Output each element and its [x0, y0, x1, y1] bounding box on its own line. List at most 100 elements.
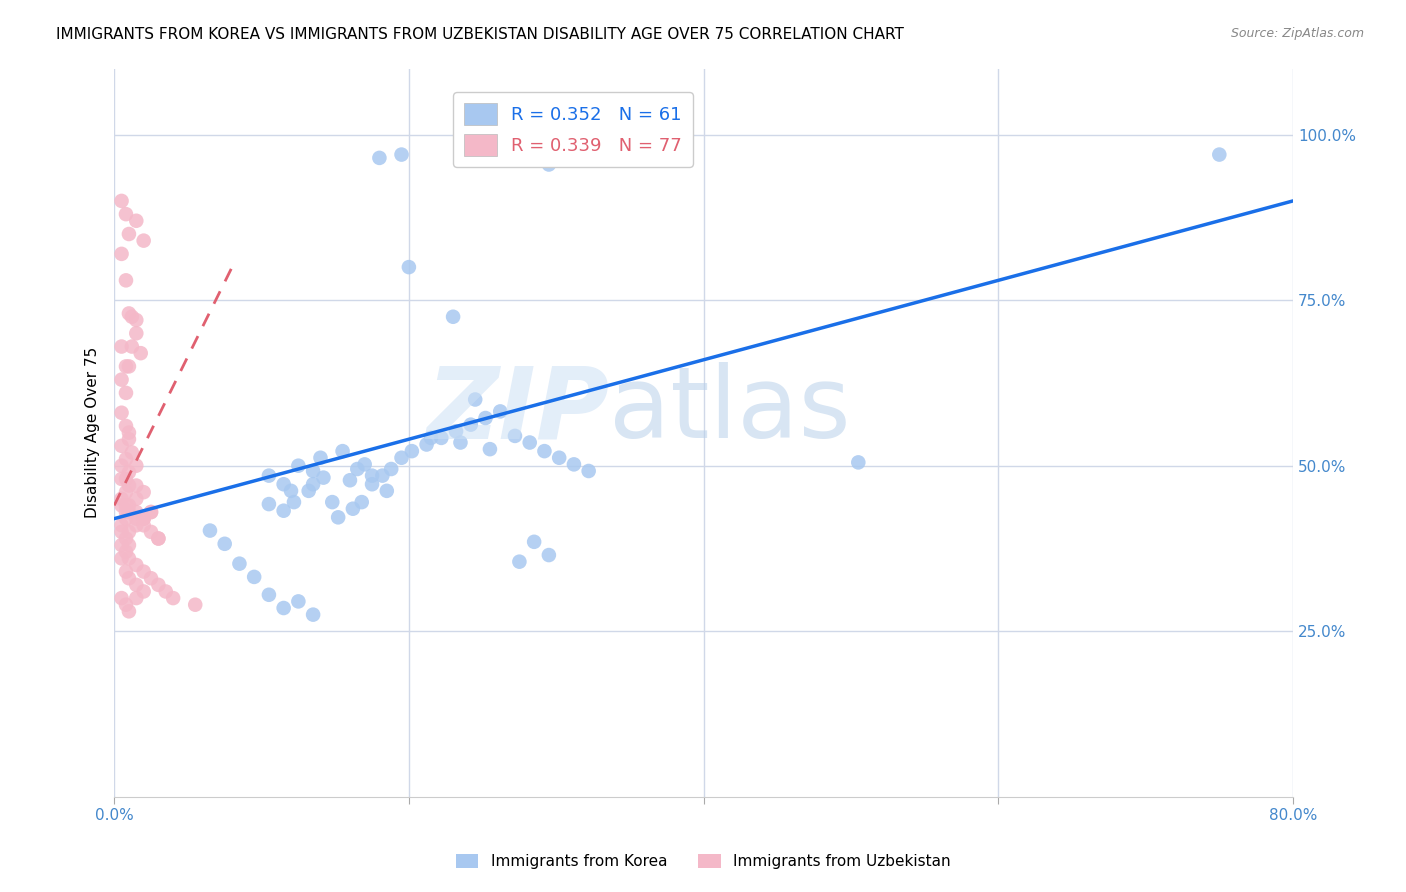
Point	[139, 524, 162, 539]
Point	[115, 598, 138, 612]
Y-axis label: Disability Age Over 75: Disability Age Over 75	[86, 347, 100, 518]
Point	[132, 234, 155, 248]
Point	[110, 499, 132, 513]
Point	[155, 584, 177, 599]
Point	[139, 505, 162, 519]
Point	[110, 373, 132, 387]
Point	[353, 458, 375, 472]
Point	[110, 551, 132, 566]
Point	[125, 505, 148, 519]
Point	[537, 157, 560, 171]
Point	[508, 555, 530, 569]
Text: Source: ZipAtlas.com: Source: ZipAtlas.com	[1230, 27, 1364, 40]
Point	[148, 532, 170, 546]
Point	[283, 495, 305, 509]
Point	[139, 571, 162, 585]
Point	[132, 584, 155, 599]
Point	[139, 505, 162, 519]
Point	[346, 462, 368, 476]
Point	[162, 591, 184, 606]
Point	[115, 505, 138, 519]
Point	[371, 468, 394, 483]
Point	[115, 565, 138, 579]
Point	[115, 419, 138, 434]
Point	[118, 604, 141, 618]
Text: atlas: atlas	[609, 362, 851, 459]
Point	[309, 450, 332, 465]
Point	[110, 439, 132, 453]
Point	[302, 607, 325, 622]
Point	[132, 511, 155, 525]
Point	[361, 468, 384, 483]
Point	[118, 359, 141, 374]
Point	[489, 404, 512, 418]
Point	[350, 495, 373, 509]
Point	[257, 497, 280, 511]
Point	[474, 411, 496, 425]
Point	[125, 591, 148, 606]
Point	[184, 598, 207, 612]
Point	[375, 483, 398, 498]
Point	[118, 425, 141, 440]
Point	[121, 445, 143, 459]
Point	[129, 346, 152, 360]
Point	[125, 458, 148, 473]
Point	[578, 464, 600, 478]
Point	[132, 565, 155, 579]
Point	[332, 444, 354, 458]
Legend: Immigrants from Korea, Immigrants from Uzbekistan: Immigrants from Korea, Immigrants from U…	[450, 848, 956, 875]
Point	[132, 511, 155, 525]
Point	[287, 594, 309, 608]
Point	[342, 501, 364, 516]
Point	[391, 450, 413, 465]
Point	[118, 524, 141, 539]
Point	[273, 504, 295, 518]
Point	[148, 532, 170, 546]
Point	[118, 571, 141, 585]
Point	[503, 429, 526, 443]
Point	[115, 511, 138, 525]
Point	[298, 483, 321, 498]
Point	[361, 477, 384, 491]
Point	[198, 524, 221, 538]
Point	[478, 442, 501, 457]
Point	[110, 518, 132, 533]
Point	[257, 468, 280, 483]
Point	[115, 545, 138, 559]
Point	[464, 392, 486, 407]
Point	[401, 444, 423, 458]
Point	[115, 499, 138, 513]
Point	[214, 537, 236, 551]
Point	[118, 551, 141, 566]
Point	[302, 477, 325, 491]
Point	[302, 464, 325, 478]
Point	[398, 260, 420, 274]
Point	[115, 207, 138, 221]
Point	[430, 431, 453, 445]
Point	[118, 306, 141, 320]
Point	[118, 227, 141, 241]
Point	[312, 470, 335, 484]
Point	[420, 431, 443, 445]
Point	[110, 247, 132, 261]
Point	[125, 313, 148, 327]
Point	[533, 444, 555, 458]
Point	[449, 435, 471, 450]
Point	[441, 310, 464, 324]
Point	[125, 214, 148, 228]
Point	[110, 340, 132, 354]
Point	[118, 538, 141, 552]
Point	[228, 557, 250, 571]
Point	[846, 455, 869, 469]
Point	[1208, 147, 1230, 161]
Point	[148, 578, 170, 592]
Point	[132, 518, 155, 533]
Text: ZIP: ZIP	[426, 362, 609, 459]
Point	[523, 534, 546, 549]
Point	[110, 472, 132, 486]
Point	[444, 424, 467, 438]
Point	[118, 432, 141, 446]
Text: IMMIGRANTS FROM KOREA VS IMMIGRANTS FROM UZBEKISTAN DISABILITY AGE OVER 75 CORRE: IMMIGRANTS FROM KOREA VS IMMIGRANTS FROM…	[56, 27, 904, 42]
Point	[243, 570, 266, 584]
Point	[110, 591, 132, 606]
